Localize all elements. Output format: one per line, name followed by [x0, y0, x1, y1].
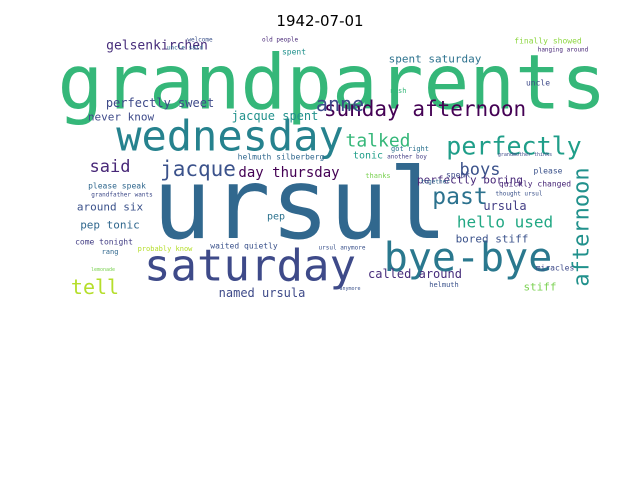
figure-title: 1942-07-01	[276, 12, 364, 30]
word-jacque-spent: jacque spent	[232, 109, 319, 123]
word-said: said	[90, 157, 131, 177]
word-pep-tonic: pep tonic	[80, 219, 140, 232]
word-rush: rush	[390, 87, 407, 95]
word-helmuth: helmuth	[429, 281, 459, 289]
word-ursul: ursul	[152, 148, 447, 262]
word-waited-quietly: waited quietly	[210, 242, 278, 251]
word-spent: spent	[282, 48, 306, 57]
word-uncle-said: uncle said	[167, 45, 204, 52]
word-tell: tell	[71, 275, 119, 299]
word-spent-saturday: spent saturday	[389, 53, 482, 66]
word-perfectly-sweet: perfectly sweet	[106, 96, 214, 110]
word-uncle: uncle	[526, 79, 550, 88]
word-ursul-anymore: ursul anymore	[319, 245, 366, 252]
word-rang: rang	[102, 248, 119, 256]
word-sunday-afternoon: sunday afternoon	[324, 97, 526, 121]
word-boys: boys	[460, 160, 501, 180]
word-bored-stiff: bored stiff	[456, 233, 529, 246]
word-gelsenkirchen: gelsenkirchen	[106, 39, 208, 54]
word-quickly-changed: quickly changed	[499, 180, 571, 189]
word-please-speak: please speak	[88, 182, 146, 191]
word-helmuth-silberberg: helmuth silberberg	[238, 153, 325, 162]
word-wednesday: wednesday	[116, 112, 344, 161]
word-speak: speak	[446, 171, 470, 180]
word-bye-bye: bye-bye	[384, 235, 553, 281]
word-called-around: called around	[368, 267, 462, 281]
word-please: please	[534, 167, 563, 176]
word-anne: anne	[316, 92, 364, 116]
word-day-thursday: day thursday	[238, 165, 339, 181]
word-another-boy: another boy	[387, 154, 427, 161]
word-anymore: anymore	[339, 286, 360, 292]
word-thought-ursul: thought ursul	[496, 191, 543, 198]
word-lemonade: lemonade	[91, 267, 115, 273]
word-tonic: tonic	[353, 151, 383, 162]
word-got-right: got right	[391, 145, 429, 153]
word-named-ursula: named ursula	[219, 286, 306, 300]
word-talked: talked	[345, 131, 410, 152]
word-grandmother-thinks: grandmother thinks	[498, 152, 552, 158]
word-stiff: stiff	[523, 281, 556, 294]
word-finally-showed: finally showed	[514, 37, 582, 46]
word-hanging-around: hanging around	[538, 47, 589, 54]
word-afternoon: afternoon	[570, 167, 595, 286]
word-perfectly: perfectly	[446, 132, 581, 161]
word-grandfather-wants: grandfather wants	[91, 192, 153, 199]
word-come-tonight: come tonight	[75, 238, 133, 247]
word-thanks: thanks	[365, 172, 390, 180]
word-saturday: saturday	[144, 241, 356, 292]
word-probably-know: probably know	[138, 245, 194, 253]
word-never-know: never know	[88, 111, 155, 124]
word-ursula: ursula	[483, 199, 526, 213]
word-miracles: miracles	[536, 264, 575, 273]
word-perfectly-boring: perfectly boring	[417, 174, 523, 187]
word-grandparents: grandparents	[57, 38, 606, 127]
word-around-six: around six	[77, 201, 144, 214]
word-pep: pep	[267, 212, 285, 223]
word-hello-used: hello used	[457, 213, 553, 232]
word-old-people: old people	[262, 37, 299, 44]
word-go-together: go together	[410, 179, 450, 186]
word-past: past	[432, 184, 487, 210]
word-jacque: jacque	[160, 157, 236, 181]
word-welcome: welcome	[187, 37, 213, 44]
